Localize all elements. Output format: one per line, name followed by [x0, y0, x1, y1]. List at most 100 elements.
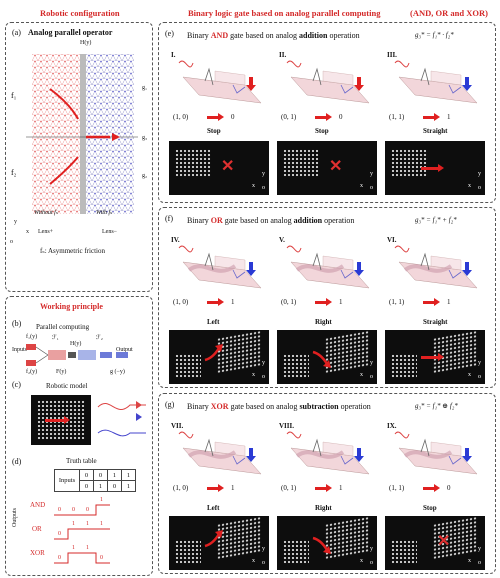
axis-o: o	[262, 374, 265, 380]
title-post: operation	[322, 216, 355, 225]
gate-val: 1	[86, 521, 89, 527]
label-gy: g (−y)	[110, 369, 125, 375]
case-result: Stop	[423, 504, 437, 512]
case-image: ✕ y x o	[169, 141, 269, 195]
left-arrow-icon	[204, 530, 223, 548]
case-result: Straight	[423, 127, 448, 135]
label-output: Output	[116, 347, 133, 353]
tt-cell: 1	[107, 469, 122, 481]
axis-o: o	[262, 185, 265, 191]
case-plot	[178, 60, 262, 104]
case-output: 1	[231, 298, 235, 306]
gate-name: AND	[30, 501, 46, 509]
case-plot	[394, 431, 478, 475]
case-input: (1, 1)	[389, 113, 405, 121]
or-waveform	[54, 528, 110, 540]
case-output: 1	[339, 484, 343, 492]
axis-o: o	[370, 374, 373, 380]
tt-cell: 1	[121, 469, 136, 481]
case-plot	[286, 431, 370, 475]
case-number: VIII.	[279, 422, 294, 430]
case-number: IX.	[387, 422, 397, 430]
lattice-diagram	[26, 54, 138, 214]
case-number: II.	[279, 51, 287, 59]
axis-y: y	[478, 360, 481, 366]
label-f2: f₂	[11, 168, 17, 177]
panel-c-label: (c)	[12, 380, 21, 389]
axis-o: o	[478, 374, 481, 380]
gate-val: 0	[58, 555, 61, 561]
gate-name: XOR	[30, 549, 45, 557]
label-g1: g₁	[142, 85, 148, 91]
panel-title: Binary OR gate based on analog addition …	[187, 216, 354, 225]
title-post: operation	[327, 31, 360, 40]
title-op: addition	[293, 216, 323, 225]
case-output: 0	[339, 113, 343, 121]
axis-o: o	[478, 185, 481, 191]
axis-x: x	[360, 372, 363, 378]
case-input: (1, 1)	[389, 298, 405, 306]
axis-y: y	[262, 360, 265, 366]
case-result: Stop	[207, 127, 221, 135]
case-image: y x o	[169, 330, 269, 384]
label-g3: g₃	[142, 135, 148, 141]
panel-label: (f)	[165, 214, 173, 223]
case-output: 1	[231, 484, 235, 492]
gate-val: 0	[58, 531, 61, 537]
gate-val: 1	[72, 545, 75, 551]
case-plot	[178, 431, 262, 475]
label-f1y: f₁(y)	[26, 334, 38, 340]
title-mid: gate based on analog	[228, 31, 299, 40]
case-plot	[394, 245, 478, 289]
axis-x-a: x	[26, 229, 29, 235]
case-result: Left	[207, 318, 220, 326]
axis-x: x	[468, 558, 471, 564]
truth-table: Inputs 0 0 1 1 0 1 0 1	[26, 469, 146, 492]
panel-label: (e)	[165, 29, 174, 38]
robotic-model-image	[31, 395, 91, 445]
axis-y: y	[478, 546, 481, 552]
case-input: (0, 1)	[281, 298, 297, 306]
panel-b-label: (b)	[12, 319, 22, 328]
label-lens-minus: Lens−	[102, 229, 118, 235]
case-input: (1, 0)	[173, 113, 189, 121]
label-Fy: F(y)	[56, 369, 67, 375]
title-op: subtraction	[299, 402, 339, 411]
axis-y: y	[262, 546, 265, 552]
label-F1: ℱ₁	[52, 335, 59, 341]
case-plot	[286, 60, 370, 104]
case-image: ✕ y x o	[385, 516, 485, 570]
header-left: Robotic configuration	[40, 8, 120, 18]
title-post: operation	[338, 402, 371, 411]
gate-val: 1	[100, 521, 103, 527]
axis-o: o	[478, 560, 481, 566]
case-result: Right	[315, 318, 332, 326]
case-image: y x o	[277, 516, 377, 570]
case-image: y x o	[277, 330, 377, 384]
straight-arrow-icon	[421, 353, 444, 361]
case-input: (1, 1)	[389, 484, 405, 492]
case-arrow	[315, 484, 332, 492]
case-number: IV.	[171, 236, 180, 244]
tt-cell: 0	[79, 469, 94, 481]
axis-o-a: o	[10, 239, 13, 245]
case-output: 0	[447, 484, 451, 492]
working-principle-title: Working principle	[40, 302, 103, 311]
axis-x: x	[360, 183, 363, 189]
case-number: VI.	[387, 236, 397, 244]
label-f1: f₁	[11, 91, 17, 100]
panel-a-label: (a)	[12, 28, 21, 37]
case-arrow	[207, 298, 224, 306]
gate-row-and: AND 0 0 0 1	[28, 495, 148, 517]
gate-row-or: OR 0 1 1 1	[28, 519, 148, 541]
label-with: With fₛ	[96, 210, 113, 216]
panel-b-title: Parallel computing	[36, 323, 90, 331]
gate-val: 0	[58, 507, 61, 513]
left-arrow-icon	[204, 344, 223, 362]
axis-x: x	[468, 372, 471, 378]
label-inputs-b: Inputs	[12, 347, 27, 353]
axis-o: o	[370, 185, 373, 191]
tt-cell: 0	[93, 469, 108, 481]
case-output: 1	[447, 298, 451, 306]
case-result: Stop	[315, 127, 329, 135]
